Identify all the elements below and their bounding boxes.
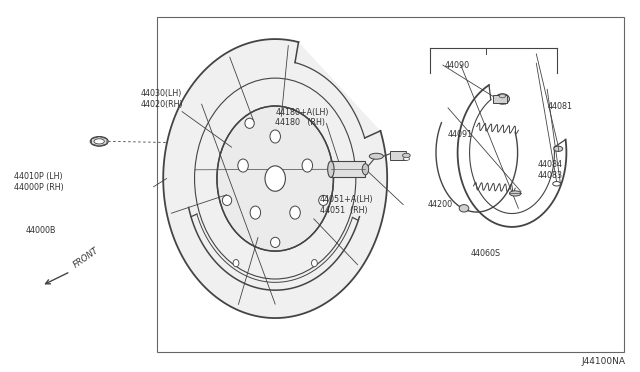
- Ellipse shape: [238, 159, 248, 172]
- Text: 44030(LH): 44030(LH): [141, 89, 182, 98]
- Ellipse shape: [499, 94, 506, 98]
- Ellipse shape: [222, 195, 232, 205]
- Text: 44180+A(LH): 44180+A(LH): [275, 108, 329, 117]
- Bar: [157, 17, 624, 352]
- Ellipse shape: [271, 237, 280, 247]
- Text: J44100NA: J44100NA: [582, 357, 626, 366]
- Ellipse shape: [328, 161, 334, 177]
- Ellipse shape: [233, 260, 239, 267]
- Bar: [331, 161, 365, 177]
- Text: 44010P (LH): 44010P (LH): [14, 172, 63, 181]
- Ellipse shape: [250, 206, 260, 219]
- Polygon shape: [163, 39, 387, 318]
- Text: 44084: 44084: [538, 160, 563, 169]
- Ellipse shape: [270, 130, 280, 143]
- Text: 44081: 44081: [547, 102, 572, 110]
- Text: 44090: 44090: [445, 61, 470, 70]
- Ellipse shape: [369, 153, 383, 159]
- Text: FRONT: FRONT: [72, 246, 100, 270]
- Text: 44091: 44091: [448, 130, 473, 139]
- Text: 44083: 44083: [538, 171, 563, 180]
- Text: 44020(RH): 44020(RH): [141, 100, 184, 109]
- Ellipse shape: [495, 94, 509, 104]
- Ellipse shape: [403, 157, 410, 160]
- Bar: [390, 151, 406, 160]
- Ellipse shape: [290, 206, 300, 219]
- Ellipse shape: [312, 260, 317, 267]
- Ellipse shape: [460, 205, 469, 212]
- Text: 44200: 44200: [428, 200, 452, 209]
- Ellipse shape: [302, 159, 312, 172]
- Ellipse shape: [94, 139, 104, 144]
- Ellipse shape: [319, 195, 328, 205]
- Bar: [493, 95, 507, 103]
- Text: 44000P (RH): 44000P (RH): [14, 183, 64, 192]
- Ellipse shape: [362, 164, 369, 175]
- Ellipse shape: [553, 182, 561, 186]
- Ellipse shape: [403, 153, 410, 158]
- Ellipse shape: [509, 191, 521, 196]
- Text: 44060S: 44060S: [470, 249, 500, 258]
- Ellipse shape: [554, 146, 563, 151]
- Ellipse shape: [265, 166, 285, 191]
- Text: 44051+A(LH): 44051+A(LH): [320, 195, 374, 204]
- Text: 44180   (RH): 44180 (RH): [275, 118, 325, 127]
- Text: 44051  (RH): 44051 (RH): [320, 206, 367, 215]
- Ellipse shape: [217, 106, 333, 251]
- Ellipse shape: [245, 118, 254, 128]
- Text: 44000B: 44000B: [26, 226, 56, 235]
- Ellipse shape: [90, 137, 108, 146]
